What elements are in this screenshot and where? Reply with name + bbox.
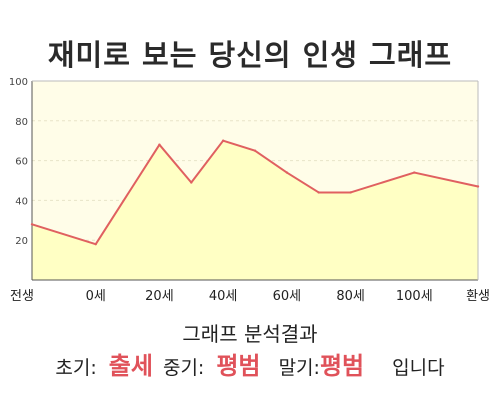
data-point	[158, 143, 161, 146]
x-tick-label: 100세	[396, 289, 433, 304]
x-tick-label: 80세	[336, 289, 365, 304]
data-point	[94, 242, 97, 246]
result-line: 초기: 출세 중기: 평범 말기:평범 입니다	[0, 346, 500, 381]
data-point	[476, 185, 480, 188]
x-tick-label: 환생	[466, 289, 490, 304]
result-suffix: 입니다	[392, 357, 445, 379]
data-point	[190, 181, 193, 184]
y-tick-label: 80	[15, 117, 28, 128]
early-value: 출세	[108, 352, 153, 380]
data-point	[349, 191, 352, 194]
x-tick-label: 60세	[273, 289, 302, 304]
late-label: 말기:	[278, 357, 320, 379]
mid-value: 평범	[216, 352, 261, 380]
chart-title: 재미로 보는 당신의 인생 그래프	[47, 38, 453, 72]
x-tick-label: 0세	[86, 289, 106, 304]
early-label: 초기:	[55, 357, 97, 379]
y-tick-label: 100	[9, 77, 28, 88]
area-fill	[32, 140, 478, 280]
y-tick-label: 60	[15, 157, 28, 168]
x-tick-label: 전생	[10, 289, 34, 304]
data-point	[317, 191, 320, 194]
data-point	[253, 149, 257, 152]
late-value: 평범	[319, 352, 365, 380]
data-point	[285, 171, 289, 174]
data-point	[30, 223, 34, 226]
x-tick-label: 20세	[145, 289, 174, 304]
x-tick-label: 40세	[209, 289, 238, 304]
data-point	[221, 139, 225, 142]
result-title: 그래프 분석결과	[182, 322, 318, 346]
data-point	[413, 171, 416, 174]
y-tick-label: 40	[15, 196, 28, 207]
y-tick-label: 20	[15, 236, 28, 247]
mid-label: 중기:	[162, 357, 205, 379]
